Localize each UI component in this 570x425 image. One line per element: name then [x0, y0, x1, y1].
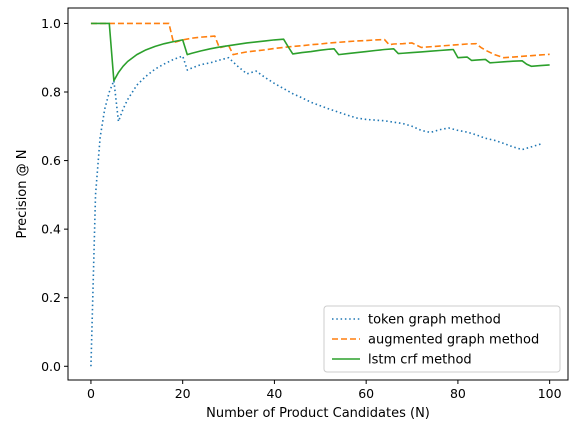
x-tick-label: 40	[266, 386, 282, 401]
legend-label: token graph method	[368, 313, 501, 328]
x-tick-label: 100	[538, 386, 562, 401]
legend: token graph method augmented graph method…	[323, 305, 561, 373]
x-tick-label: 60	[358, 386, 374, 401]
x-tick-label: 0	[87, 386, 95, 401]
x-axis-label: Number of Product Candidates (N)	[206, 406, 430, 421]
y-axis-label: Precision @ N	[15, 150, 30, 239]
y-tick-label: 0.8	[41, 85, 61, 100]
legend-box	[323, 305, 561, 373]
series-line-token-graph-method	[90, 55, 541, 367]
x-axis-ticks: 0 20 40 60 80 100	[87, 380, 562, 401]
legend-label: lstm crf method	[368, 353, 472, 368]
series-layer	[90, 22, 550, 367]
y-tick-label: 0.6	[41, 153, 61, 168]
legend-label: augmented graph method	[368, 333, 539, 348]
y-axis-ticks: 0.0 0.2 0.4 0.6 0.8 1.0	[41, 16, 68, 374]
x-tick-label: 80	[450, 386, 466, 401]
y-tick-label: 1.0	[41, 16, 61, 31]
axes-frame	[67, 7, 569, 381]
y-tick-label: 0.2	[41, 290, 61, 305]
series-line-augmented-graph-method	[90, 22, 550, 59]
series-line-lstm-crf-method	[90, 22, 550, 82]
y-tick-label: 0.4	[41, 222, 61, 237]
y-tick-label: 0.0	[41, 359, 61, 374]
x-tick-label: 20	[175, 386, 191, 401]
